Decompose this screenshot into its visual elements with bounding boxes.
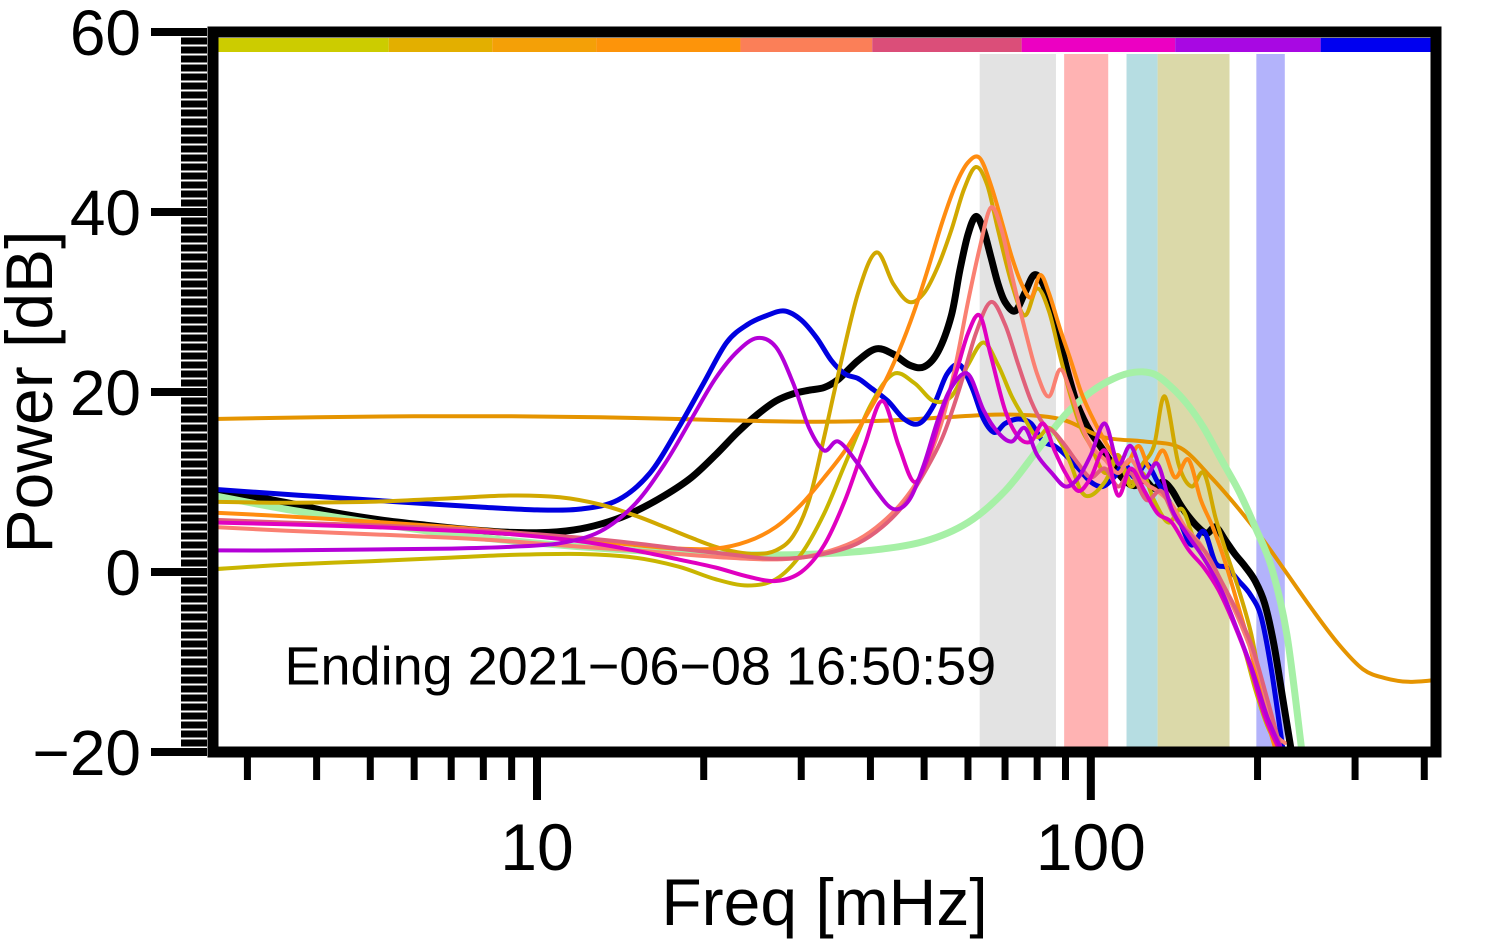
y-tick-label-40: 40 xyxy=(70,177,141,249)
x-tick-label-100: 100 xyxy=(1036,810,1146,884)
ending-timestamp-annotation: Ending 2021−06−08 16:50:59 xyxy=(284,637,996,697)
curve-spectrum-salmon xyxy=(213,205,1287,745)
band-blue xyxy=(1126,54,1158,752)
curve-spectrum-orange-flat xyxy=(213,412,1436,684)
highlight-bands xyxy=(979,54,1285,752)
spectra-curves xyxy=(213,154,1436,752)
y-tick-label-0: 0 xyxy=(105,537,141,609)
x-tick-label-10: 10 xyxy=(500,810,573,884)
colorbar-segment-7 xyxy=(1175,38,1321,52)
colorbar-segment-2 xyxy=(492,38,597,52)
y-tick-label-20: 20 xyxy=(70,357,141,429)
axes-frame xyxy=(207,26,1442,758)
colorbar-segment-5 xyxy=(872,38,1022,52)
colorbar-segment-0 xyxy=(213,38,389,52)
band-gray xyxy=(979,54,1056,752)
plot-frame xyxy=(207,26,1442,758)
curve-spectrum-magenta xyxy=(213,312,1281,750)
frequency-colorbar xyxy=(213,38,1436,52)
curve-spectrum-gold-a xyxy=(213,165,1277,750)
band-purple xyxy=(1256,54,1285,752)
y-axis-label: Power [dB] xyxy=(0,231,66,554)
colorbar-segment-4 xyxy=(740,38,873,52)
curve-spectrum-purple xyxy=(213,335,1283,750)
band-khaki xyxy=(1157,54,1230,752)
curve-mean-spectrum xyxy=(213,213,1295,752)
curve-spectrum-gold-b xyxy=(213,340,1281,750)
y-tick-label-−20: −20 xyxy=(32,717,141,789)
x-axis-label: Freq [mHz] xyxy=(661,865,987,939)
axis-ticks xyxy=(151,28,1428,800)
colorbar-segment-6 xyxy=(1021,38,1176,52)
colorbar-segment-8 xyxy=(1320,38,1436,52)
axis-tick-labels: 10 100 −20 0 20 40 60 xyxy=(32,0,1145,884)
y-tick-label-60: 60 xyxy=(70,0,141,69)
colorbar-segment-3 xyxy=(596,38,741,52)
colorbar-segment-1 xyxy=(388,38,493,52)
